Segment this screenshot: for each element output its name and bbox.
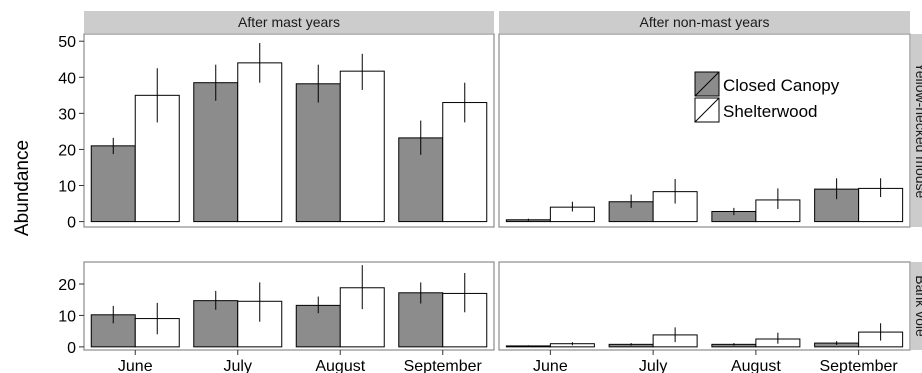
x-tick-label: June	[533, 358, 568, 373]
y-tick-label: 30	[58, 106, 76, 123]
row-strip-label: Yellow-necked mouse	[913, 63, 922, 199]
row-strip	[911, 34, 922, 227]
x-tick-label: July	[224, 358, 252, 373]
column-strip-label: After non-mast years	[640, 14, 770, 30]
bar-shelterwood	[339, 70, 385, 223]
x-tick-label: August	[731, 358, 781, 373]
bar-closed-canopy	[90, 145, 136, 223]
y-tick-label: 40	[58, 70, 76, 87]
x-tick-label: September	[819, 358, 898, 373]
y-tick-label: 20	[58, 277, 76, 294]
column-strip	[84, 11, 494, 33]
bar-closed-canopy	[398, 137, 444, 223]
y-axis-title: Abundance	[12, 140, 33, 236]
row-strip-label: Bank vole	[913, 275, 922, 337]
column-strip	[499, 11, 910, 33]
bar-closed-canopy	[193, 82, 239, 223]
panel-frame	[498, 261, 911, 351]
row-strip	[911, 262, 922, 350]
legend-label: Closed Canopy	[723, 76, 840, 95]
y-tick-label: 20	[58, 142, 76, 159]
column-strip-label: After mast years	[238, 14, 340, 30]
x-tick-label: August	[315, 358, 365, 373]
bar-shelterwood	[237, 62, 283, 223]
y-tick-label: 10	[58, 179, 76, 196]
x-tick-label: June	[118, 358, 153, 373]
x-tick-label: July	[639, 358, 667, 373]
legend-key-slash	[694, 71, 720, 97]
x-tick-label: September	[404, 358, 483, 373]
y-tick-label: 50	[58, 34, 76, 51]
y-tick-label: 0	[67, 215, 76, 232]
legend-label: Shelterwood	[723, 102, 818, 121]
legend-key-slash	[694, 97, 720, 123]
bar-closed-canopy	[295, 83, 341, 223]
y-tick-label: 0	[67, 340, 76, 357]
y-tick-label: 10	[58, 308, 76, 325]
